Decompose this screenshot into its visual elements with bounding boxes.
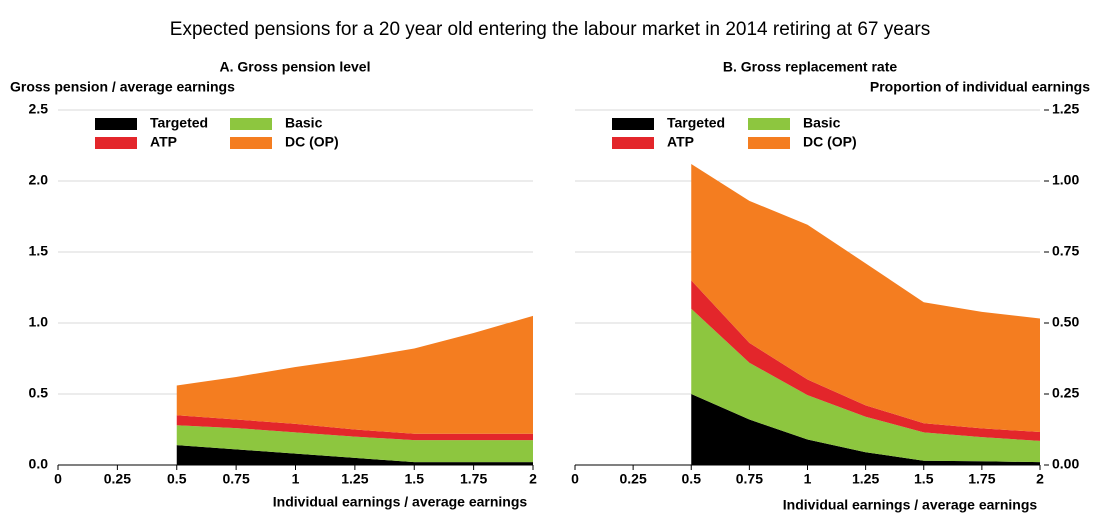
- x-tick-label: 1.25: [852, 471, 879, 487]
- x-tick-label: 1: [804, 471, 812, 487]
- legend-swatch: [230, 137, 272, 149]
- area: [176, 415, 533, 441]
- x-tick-label: 2: [1036, 471, 1044, 487]
- area: [691, 163, 1040, 433]
- y-tick-label: 0.25: [1052, 385, 1079, 401]
- chart-title: Expected pensions for a 20 year old ente…: [170, 19, 930, 40]
- x-tick-label: 0.5: [167, 471, 187, 487]
- y-tick-label: 0.00: [1052, 456, 1079, 472]
- y-tick-label: 0.50: [1052, 314, 1079, 330]
- area: [176, 445, 533, 465]
- y-tick-label: 2.5: [29, 101, 49, 117]
- legend-label: DC (OP): [803, 134, 857, 150]
- x-tick-label: 2: [529, 471, 537, 487]
- legend-label: ATP: [667, 134, 694, 150]
- x-tick-label: 1.75: [968, 471, 995, 487]
- legend-swatch: [612, 137, 654, 149]
- legend-swatch: [95, 137, 137, 149]
- legend-swatch: [612, 118, 654, 130]
- area: [176, 425, 533, 463]
- legend-swatch: [95, 118, 137, 130]
- area: [176, 315, 533, 434]
- x-tick-label: 0: [571, 471, 579, 487]
- area: [691, 280, 1040, 441]
- legend-swatch: [230, 118, 272, 130]
- y-tick-label: 1.25: [1052, 101, 1079, 117]
- x-tick-label: 1.75: [460, 471, 487, 487]
- x-tick-label: 1: [292, 471, 300, 487]
- y-tick-label: 0.5: [29, 385, 49, 401]
- area: [691, 394, 1040, 465]
- x-tick-label: 0.25: [104, 471, 131, 487]
- y-axis-label: Proportion of individual earnings: [870, 79, 1090, 95]
- x-tick-label: 0: [54, 471, 62, 487]
- panel-title: B. Gross replacement rate: [723, 59, 898, 75]
- legend-swatch: [748, 118, 790, 130]
- y-tick-label: 1.5: [29, 243, 49, 259]
- legend-label: Basic: [803, 115, 841, 131]
- legend-label: Basic: [285, 115, 323, 131]
- x-tick-label: 0.75: [736, 471, 763, 487]
- legend-swatch: [748, 137, 790, 149]
- x-axis-label: Individual earnings / average earnings: [273, 494, 528, 510]
- area: [691, 308, 1040, 463]
- legend-label: ATP: [150, 134, 177, 150]
- legend-label: Targeted: [667, 115, 725, 131]
- x-tick-label: 0.25: [620, 471, 647, 487]
- x-axis-label: Individual earnings / average earnings: [783, 497, 1038, 513]
- y-tick-label: 0.75: [1052, 243, 1079, 259]
- panel-title: A. Gross pension level: [220, 59, 371, 75]
- legend-label: Targeted: [150, 115, 208, 131]
- legend-label: DC (OP): [285, 134, 339, 150]
- y-tick-label: 1.00: [1052, 172, 1079, 188]
- x-tick-label: 1.5: [405, 471, 425, 487]
- y-tick-label: 1.0: [29, 314, 49, 330]
- y-axis-label: Gross pension / average earnings: [10, 79, 235, 95]
- x-tick-label: 1.5: [914, 471, 934, 487]
- x-tick-label: 1.25: [341, 471, 368, 487]
- y-tick-label: 0.0: [29, 456, 49, 472]
- x-tick-label: 0.75: [223, 471, 250, 487]
- y-tick-label: 2.0: [29, 172, 49, 188]
- x-tick-label: 0.5: [682, 471, 702, 487]
